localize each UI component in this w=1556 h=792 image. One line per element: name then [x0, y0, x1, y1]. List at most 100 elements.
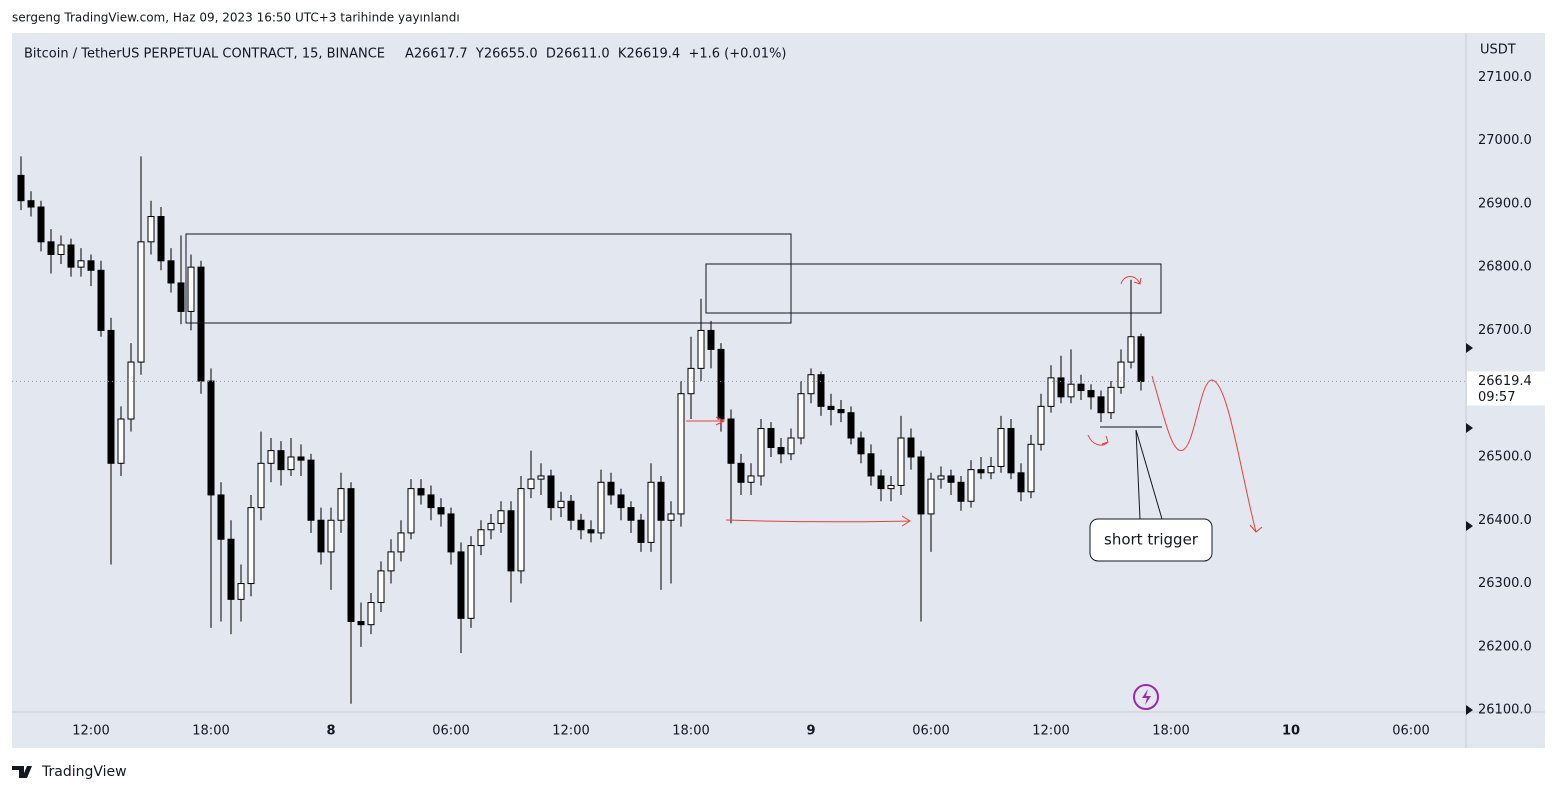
projection-path — [1151, 375, 1263, 533]
candle-body — [527, 478, 535, 490]
candle-body — [277, 450, 285, 471]
candle-body — [467, 545, 475, 619]
candle-body — [257, 462, 265, 509]
candle-body — [927, 478, 935, 515]
trigger-line — [1100, 426, 1163, 520]
candle-body — [327, 519, 335, 553]
candle-body — [157, 216, 165, 262]
candle-body — [537, 475, 545, 480]
candle-body — [27, 200, 35, 208]
candle-body — [777, 446, 785, 455]
candle-body — [1087, 390, 1095, 398]
candle-body — [547, 475, 555, 509]
candle-body — [397, 532, 405, 553]
ohlc-legend: A26617.7 Y26655.0 D26611.0 K26619.4 +1.6… — [405, 47, 787, 62]
candle-body — [47, 241, 55, 255]
candle-body — [67, 244, 75, 268]
arrow — [686, 416, 726, 426]
candle-body — [247, 507, 255, 585]
countdown: 09:57 — [1478, 390, 1515, 405]
candle-body — [207, 380, 215, 496]
candle-body — [197, 266, 205, 382]
candle-body — [347, 488, 355, 623]
candle-body — [967, 469, 975, 502]
x-tick-label: 06:00 — [432, 724, 469, 739]
candle-body — [657, 481, 665, 521]
candle-body — [1047, 377, 1055, 407]
candle-body — [887, 484, 895, 490]
candle-body — [457, 551, 465, 619]
candle-body — [1077, 383, 1085, 392]
candle-body — [677, 393, 685, 515]
x-tick-label: 12:00 — [1032, 724, 1069, 739]
x-tick-label: 12:00 — [552, 724, 589, 739]
candle-body — [587, 529, 595, 534]
candle-body — [437, 507, 445, 515]
candle-body — [1117, 361, 1125, 388]
candle-body — [267, 450, 275, 464]
candle-body — [117, 418, 125, 464]
candle-body — [127, 361, 135, 420]
x-tick-label: 10 — [1282, 724, 1300, 739]
candle-body — [407, 488, 415, 534]
candle-body — [107, 329, 115, 464]
published-note: sergeng TradingView.com, Haz 09, 2023 16… — [12, 11, 460, 25]
candle-body — [37, 206, 45, 243]
candle-body — [1027, 443, 1035, 493]
candle-body — [187, 266, 195, 312]
candle-body — [297, 456, 305, 461]
candle-body — [717, 348, 725, 420]
alert-icon[interactable] — [1133, 684, 1159, 710]
candle-body — [577, 519, 585, 531]
y-tick-label: 26300.0 — [1478, 576, 1532, 591]
candle-body — [857, 437, 865, 455]
candle-body — [367, 602, 375, 626]
candle-body — [177, 282, 185, 312]
candle-body — [917, 456, 925, 515]
y-tick-label: 27100.0 — [1478, 70, 1532, 85]
candle-body — [307, 459, 315, 521]
candle-body — [607, 481, 615, 496]
candle-body — [167, 260, 175, 284]
candle-body — [667, 513, 675, 521]
candle-body — [1037, 405, 1045, 445]
candle-body — [837, 409, 845, 414]
symbol-title: Bitcoin / TetherUS PERPETUAL CONTRACT, 1… — [24, 47, 385, 62]
candle-body — [447, 513, 455, 553]
arrow — [1120, 276, 1142, 285]
candle-body — [847, 412, 855, 439]
chart-pane — [12, 33, 1545, 748]
candle-body — [417, 488, 425, 496]
candle-body — [487, 522, 495, 531]
x-tick-label: 18:00 — [192, 724, 229, 739]
x-tick-label: 18:00 — [672, 724, 709, 739]
candle-body — [787, 437, 795, 455]
candle-body — [997, 428, 1005, 467]
y-tick-label: 26500.0 — [1478, 449, 1532, 464]
arrow — [725, 515, 911, 527]
callout-text: short trigger — [1104, 531, 1199, 549]
y-tick-label: 26100.0 — [1478, 703, 1532, 718]
y-tick-label: 26200.0 — [1478, 639, 1532, 654]
candle-body — [957, 481, 965, 502]
candle-body — [737, 462, 745, 483]
logo — [12, 766, 32, 778]
candle-body — [217, 494, 225, 540]
candle-body — [747, 475, 755, 483]
candle-body — [767, 428, 775, 448]
candle-body — [237, 583, 245, 600]
candle-body — [337, 488, 345, 521]
candle-body — [877, 475, 885, 490]
candle-body — [227, 538, 235, 600]
candle-body — [317, 519, 325, 553]
x-tick-label: 9 — [806, 724, 815, 739]
last-price-label: 26619.4 — [1478, 374, 1532, 389]
callout-box — [1089, 518, 1213, 562]
candle-body — [697, 329, 705, 369]
y-tick-label: 26900.0 — [1478, 196, 1532, 211]
candle-body — [867, 453, 875, 477]
x-tick-label: 06:00 — [1392, 724, 1429, 739]
candle-body — [1067, 383, 1075, 398]
